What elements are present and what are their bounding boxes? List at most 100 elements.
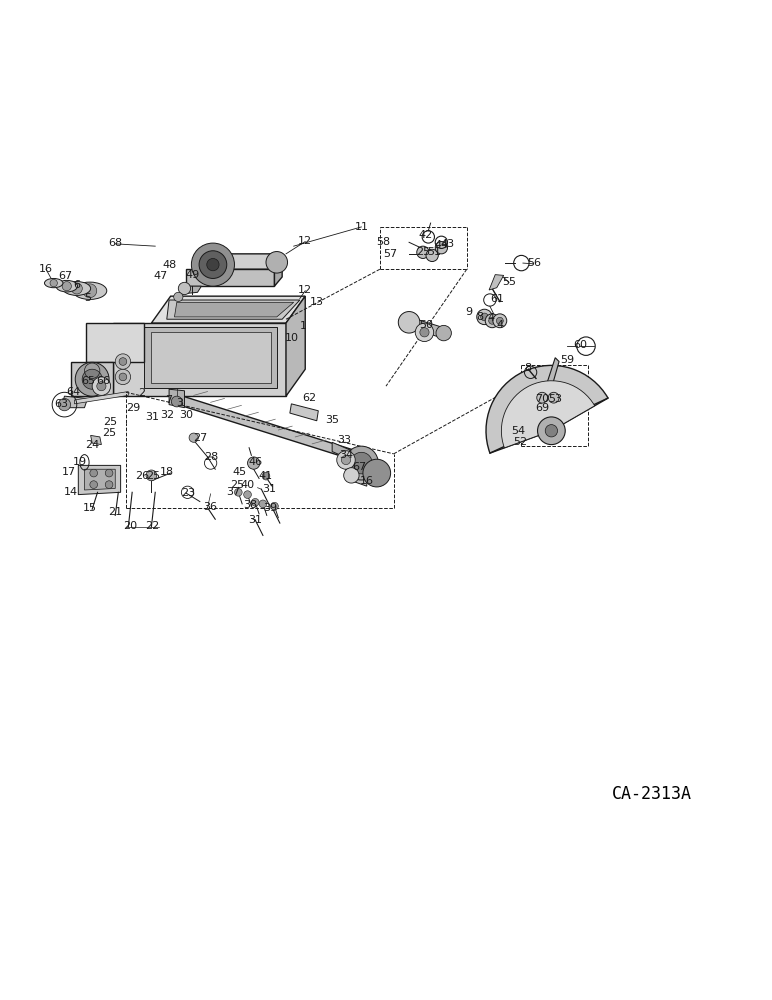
Circle shape — [71, 283, 83, 294]
Circle shape — [90, 481, 97, 488]
Circle shape — [92, 377, 110, 395]
Circle shape — [350, 452, 372, 474]
Text: 12: 12 — [298, 285, 313, 295]
Text: 25: 25 — [102, 428, 116, 438]
Text: 19: 19 — [73, 457, 87, 467]
Circle shape — [82, 369, 102, 389]
Circle shape — [115, 369, 130, 385]
Circle shape — [189, 433, 198, 442]
Circle shape — [548, 392, 559, 403]
Text: 8: 8 — [525, 363, 532, 373]
Polygon shape — [186, 269, 275, 286]
Circle shape — [435, 242, 448, 254]
Text: 42: 42 — [419, 230, 433, 240]
Polygon shape — [70, 362, 113, 396]
Circle shape — [337, 451, 355, 469]
Circle shape — [50, 279, 57, 287]
Circle shape — [191, 243, 235, 286]
Text: 18: 18 — [160, 467, 174, 477]
Text: 29: 29 — [127, 403, 141, 413]
Circle shape — [244, 491, 252, 498]
Text: 66: 66 — [96, 376, 110, 386]
Polygon shape — [171, 392, 371, 465]
Circle shape — [436, 325, 452, 341]
Text: 9: 9 — [466, 307, 472, 317]
Text: 31: 31 — [249, 515, 262, 525]
Circle shape — [341, 455, 350, 465]
Text: 24: 24 — [85, 440, 100, 450]
Polygon shape — [346, 455, 361, 471]
Text: 31: 31 — [145, 412, 159, 422]
Text: 70: 70 — [535, 394, 549, 404]
Circle shape — [59, 398, 70, 411]
Circle shape — [420, 328, 429, 337]
Polygon shape — [351, 471, 367, 486]
Text: 52: 52 — [513, 437, 528, 447]
Polygon shape — [409, 317, 444, 338]
Text: 7: 7 — [165, 395, 173, 405]
Circle shape — [105, 481, 113, 488]
Text: CA-2313A: CA-2313A — [611, 785, 692, 803]
Circle shape — [398, 312, 420, 333]
Circle shape — [415, 323, 434, 342]
Polygon shape — [174, 302, 293, 317]
Polygon shape — [290, 404, 318, 421]
Text: 65: 65 — [81, 376, 95, 386]
Text: 3: 3 — [176, 398, 183, 408]
Text: 39: 39 — [263, 503, 278, 513]
Circle shape — [477, 309, 493, 325]
Text: 55: 55 — [502, 277, 516, 287]
Ellipse shape — [73, 282, 107, 299]
Circle shape — [115, 354, 130, 369]
Text: 28: 28 — [205, 452, 218, 462]
Text: 38: 38 — [242, 500, 257, 510]
Text: 15: 15 — [83, 503, 96, 513]
Text: 64: 64 — [66, 387, 80, 397]
Polygon shape — [62, 396, 87, 408]
Text: 32: 32 — [160, 410, 174, 420]
Ellipse shape — [63, 282, 90, 295]
Circle shape — [537, 417, 565, 445]
Polygon shape — [516, 421, 532, 440]
Text: 6: 6 — [73, 280, 80, 290]
Text: 10: 10 — [285, 333, 300, 343]
Circle shape — [344, 446, 378, 480]
Polygon shape — [546, 358, 559, 388]
Text: 34: 34 — [339, 450, 353, 460]
Circle shape — [266, 252, 287, 273]
Text: 67: 67 — [58, 271, 73, 281]
Text: 4: 4 — [488, 313, 495, 323]
Circle shape — [83, 284, 96, 298]
Text: 51: 51 — [427, 247, 441, 257]
Text: 48: 48 — [162, 260, 176, 270]
Circle shape — [259, 500, 267, 508]
Circle shape — [235, 488, 242, 496]
Polygon shape — [194, 254, 282, 269]
Text: 36: 36 — [204, 502, 218, 512]
Circle shape — [271, 502, 279, 510]
Circle shape — [75, 362, 109, 396]
Polygon shape — [74, 392, 128, 404]
Text: 49: 49 — [185, 270, 199, 280]
Polygon shape — [151, 296, 305, 323]
Text: 4: 4 — [496, 320, 503, 330]
Text: 54: 54 — [511, 426, 526, 436]
Circle shape — [248, 457, 260, 469]
Text: 21: 21 — [108, 507, 122, 517]
Circle shape — [344, 468, 359, 483]
Text: 31: 31 — [262, 484, 276, 494]
Polygon shape — [332, 442, 359, 463]
Text: 67: 67 — [352, 462, 366, 472]
Circle shape — [545, 425, 557, 437]
Polygon shape — [286, 296, 305, 396]
Circle shape — [481, 313, 489, 321]
Circle shape — [537, 392, 547, 403]
Polygon shape — [144, 327, 277, 388]
Text: 13: 13 — [310, 297, 323, 307]
Text: 63: 63 — [54, 399, 69, 409]
Circle shape — [63, 282, 71, 291]
Circle shape — [496, 317, 503, 324]
Circle shape — [119, 373, 127, 381]
Ellipse shape — [56, 280, 77, 292]
Text: 69: 69 — [535, 403, 549, 413]
